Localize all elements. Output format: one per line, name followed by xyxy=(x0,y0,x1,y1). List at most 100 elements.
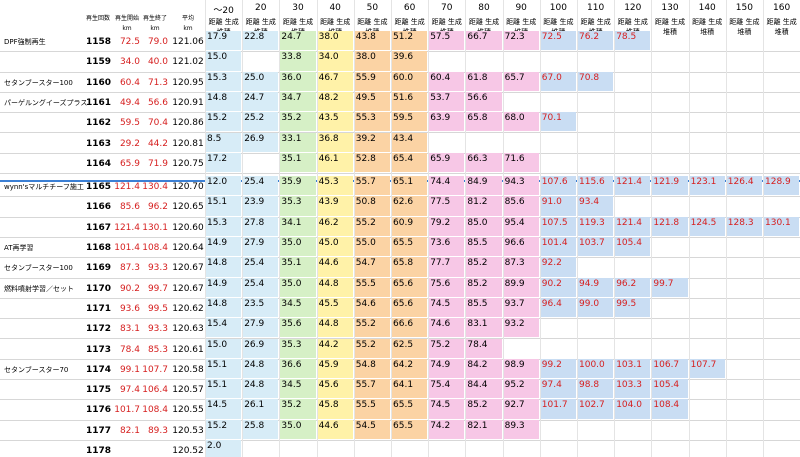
segment-distance: 38.0 xyxy=(318,32,339,42)
band-12: 130 xyxy=(661,3,679,13)
segment-value: 35.2 xyxy=(279,399,316,419)
segment-value: 36.8 xyxy=(316,132,353,152)
grid-line xyxy=(502,0,504,457)
segment-distance: 55.9 xyxy=(355,72,376,83)
segment-value: 65.4 xyxy=(391,152,428,173)
segment-distance: 98.8 xyxy=(579,380,600,391)
segment-distance: 92.7 xyxy=(504,400,525,411)
segment-value: 25.4 xyxy=(242,277,279,297)
segment-value: 15.1 xyxy=(205,379,242,399)
segment-value: 33.1 xyxy=(279,132,316,152)
cell-num: 1160 xyxy=(86,77,112,88)
segment-distance: 53.7 xyxy=(430,92,451,103)
segment-value: 15.0 xyxy=(205,338,242,358)
segment-distance: 15.4 xyxy=(207,319,228,330)
segment-distance: 70.1 xyxy=(541,113,562,124)
segment-distance: 81.2 xyxy=(467,197,488,208)
band-9: 100 xyxy=(549,3,567,13)
segment-value: 99.5 xyxy=(614,297,651,318)
cell-s: 59.5 xyxy=(119,118,140,129)
segment-distance: 93.2 xyxy=(504,319,525,330)
grid-line xyxy=(688,0,690,457)
segment-distance: 102.7 xyxy=(579,400,605,411)
cell-a: 120.64 xyxy=(172,243,204,253)
segment-value: 55.7 xyxy=(353,176,390,196)
segment-value: 27.9 xyxy=(242,237,279,257)
table-row: wynn'sマルチチーフ施工 1165 121.4 130.4 120.70 12.0 25… xyxy=(0,176,800,198)
table-row: セタンブースター70 1174 99.1 107.7 120.58 15.1 24.8 36.… xyxy=(0,358,800,381)
segment-value: 55.2 xyxy=(353,338,390,358)
segment-value: 99.2 xyxy=(539,358,576,379)
cell-s: 82.1 xyxy=(119,425,140,436)
segment-distance: 65.4 xyxy=(393,153,414,164)
segment-distance: 35.0 xyxy=(281,420,302,431)
segment-value: 85.5 xyxy=(465,297,502,318)
segment-distance: 85.2 xyxy=(467,258,488,269)
segment-distance: 107.5 xyxy=(541,217,568,228)
segment-distance: 35.6 xyxy=(281,319,302,330)
cell-label: パーゲルングイーズプラス xyxy=(4,98,88,107)
segment-distance: 24.7 xyxy=(244,92,265,103)
segment-value: 35.2 xyxy=(279,112,316,132)
table-row: 1173 78.4 85.3 120.61 15.0 26.9 35.3 44.2 55.2 62… xyxy=(0,338,800,360)
cell-a: 120.75 xyxy=(172,158,204,169)
band-14: 150 xyxy=(735,3,753,13)
cell-s: 72.5 xyxy=(119,37,140,47)
segment-distance: 70.8 xyxy=(579,72,600,83)
segment-value: 2.0 xyxy=(205,440,242,457)
segment-distance: 60.9 xyxy=(393,217,414,228)
cell-a: 120.57 xyxy=(172,385,204,396)
cell-num: 1173 xyxy=(86,344,112,355)
segment-value: 72.3 xyxy=(502,31,539,51)
cell-num: 1169 xyxy=(86,263,112,274)
segment-value: 96.2 xyxy=(614,277,651,297)
segment-distance: 106.7 xyxy=(653,359,680,370)
segment-distance: 66.6 xyxy=(393,319,414,330)
cell-label: wynn'sマルチチーフ施工 xyxy=(4,183,84,192)
cell-e: 70.4 xyxy=(147,118,168,129)
segment-distance: 56.6 xyxy=(467,92,488,103)
cell-s: 60.4 xyxy=(119,77,140,88)
segment-value: 24.8 xyxy=(242,379,279,399)
segment-distance: 84.9 xyxy=(467,177,488,188)
segment-value: 70.1 xyxy=(539,112,576,132)
segment-distance: 65.9 xyxy=(430,153,451,164)
cell-e: 106.4 xyxy=(142,385,168,396)
table-row: DPF強制再生 1158 72.5 79.0 121.06 17.9 22.8 24.7 38.… xyxy=(0,31,800,53)
cell-num: 1166 xyxy=(86,202,112,213)
segment-distance: 15.1 xyxy=(207,197,228,208)
segment-value: 104.0 xyxy=(614,399,651,419)
segment-distance: 66.3 xyxy=(467,153,488,164)
segment-distance: 57.5 xyxy=(430,32,451,42)
segment-value: 107.5 xyxy=(539,216,576,236)
segment-distance: 44.2 xyxy=(318,339,339,350)
segment-distance: 60.0 xyxy=(393,72,414,83)
segment-value: 76.2 xyxy=(577,31,614,51)
segment-distance: 50.8 xyxy=(355,197,376,208)
segment-value: 74.9 xyxy=(428,358,465,379)
segment-distance: 26.9 xyxy=(244,339,265,350)
segment-value: 25.4 xyxy=(242,176,279,196)
segment-value: 22.8 xyxy=(242,31,279,51)
segment-value: 77.5 xyxy=(428,196,465,216)
grid-line xyxy=(279,0,281,457)
segment-distance: 24.8 xyxy=(244,380,265,391)
segment-distance: 59.5 xyxy=(393,113,414,124)
table-row: 1162 59.5 70.4 120.86 15.2 25.2 35.2 43.5 55.3 59… xyxy=(0,112,800,134)
segment-distance: 128.9 xyxy=(765,177,791,188)
grid-line xyxy=(428,0,430,457)
segment-value: 121.4 xyxy=(614,176,651,196)
cell-a: 120.91 xyxy=(172,97,204,108)
segment-distance: 65.5 xyxy=(393,420,414,431)
segment-value: 66.7 xyxy=(465,31,502,51)
segment-distance: 99.2 xyxy=(541,359,562,370)
segment-value: 36.6 xyxy=(279,358,316,379)
segment-value: 99.7 xyxy=(651,277,688,297)
cell-e: 56.6 xyxy=(147,97,168,108)
segment-distance: 48.2 xyxy=(318,92,339,103)
segment-value: 68.0 xyxy=(502,112,539,132)
cell-a: 120.81 xyxy=(172,138,204,149)
segment-value: 61.8 xyxy=(465,71,502,91)
segment-distance: 65.6 xyxy=(393,278,414,289)
table-row: 1175 97.4 106.4 120.57 15.1 24.8 34.5 45.6 55.7 6… xyxy=(0,379,800,401)
